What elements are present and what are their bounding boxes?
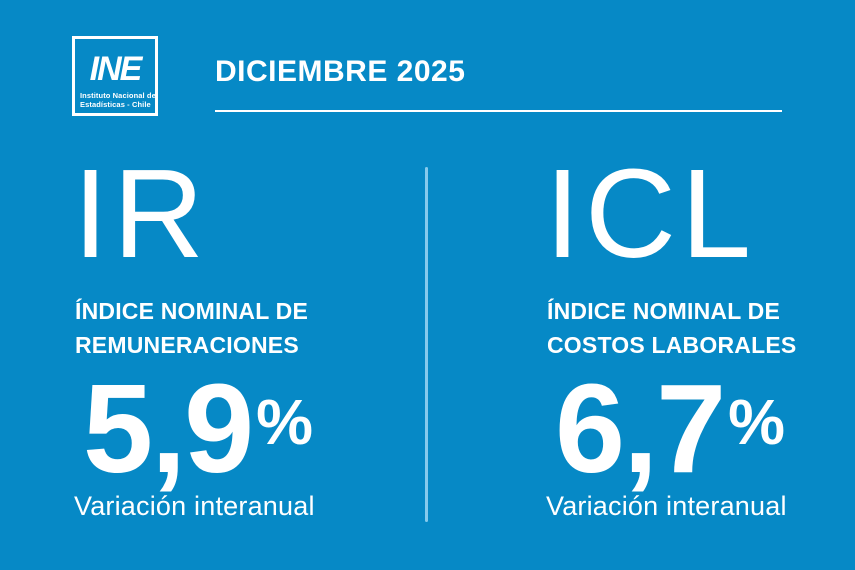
ine-logo: INE Instituto Nacional de Estadísticas -… — [72, 36, 158, 116]
indicator-icl-unit: % — [728, 386, 786, 458]
indicator-icl-name-line1: ÍNDICE NOMINAL DE — [547, 298, 780, 324]
ine-logo-wordmark: INE — [89, 50, 143, 88]
indicator-ir-name: ÍNDICE NOMINAL DE REMUNERACIONES — [75, 294, 308, 362]
indicator-ir-name-line1: ÍNDICE NOMINAL DE — [75, 298, 308, 324]
indicator-icl-acronym: ICL — [545, 143, 757, 284]
ine-logo-subtitle: Instituto Nacional de Estadísticas - Chi… — [80, 91, 156, 109]
indicator-icl-value: 6,7 — [555, 358, 726, 499]
indicator-icl-name-line2: COSTOS LABORALES — [547, 332, 797, 358]
ine-logo-subtitle-line1: Instituto Nacional de — [80, 91, 156, 100]
indicator-icl-value-row: 6,7% — [555, 359, 785, 492]
indicator-ir-caption: Variación interanual — [74, 491, 315, 521]
indicator-icl-caption: Variación interanual — [546, 491, 787, 521]
indicator-ir-acronym: IR — [73, 143, 209, 284]
period-title: DICIEMBRE 2025 — [215, 55, 466, 88]
indicator-ir-value: 5,9 — [83, 358, 254, 499]
indicator-ir-name-line2: REMUNERACIONES — [75, 332, 299, 358]
indicator-ir-value-row: 5,9% — [83, 359, 313, 492]
indicator-ir-unit: % — [256, 386, 314, 458]
ine-logo-subtitle-line2: Estadísticas - Chile — [80, 99, 151, 109]
header-underline — [215, 110, 782, 112]
indicator-icl-name: ÍNDICE NOMINAL DE COSTOS LABORALES — [547, 294, 796, 362]
column-divider — [425, 167, 428, 522]
